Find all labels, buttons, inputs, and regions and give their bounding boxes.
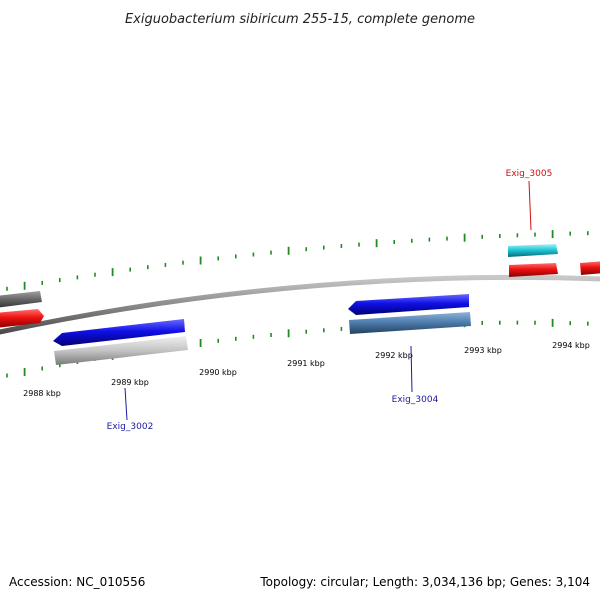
accession-label: Accession: NC_010556 xyxy=(9,575,145,589)
gene-label-exig-3004[interactable]: Exig_3004 xyxy=(392,345,439,405)
cds-darkgray-left xyxy=(0,291,42,308)
genome-backbone xyxy=(0,274,600,335)
genome-summary: Topology: circular; Length: 3,034,136 bp… xyxy=(259,575,590,589)
gene-label-exig-3005[interactable]: Exig_3005 xyxy=(506,169,553,231)
tick-label-2992: 2992 kbp xyxy=(375,351,413,360)
cds-cyan-exig-3005[interactable] xyxy=(508,244,558,257)
gene-label-text-exig-3002[interactable]: Exig_3002 xyxy=(107,422,154,432)
cds-red-right xyxy=(509,263,558,277)
cds-blue-mid[interactable] xyxy=(348,294,469,315)
gene-label-text-exig-3005[interactable]: Exig_3005 xyxy=(506,169,553,179)
cds-gray-3002-partner xyxy=(54,336,188,365)
gene-label-exig-3002[interactable]: Exig_3002 xyxy=(107,387,154,432)
tick-label-2991: 2991 kbp xyxy=(287,359,325,368)
cds-red-left xyxy=(0,309,44,328)
cds-steel-exig-3004[interactable] xyxy=(349,312,471,334)
cds-blue-exig-3002[interactable] xyxy=(53,319,185,346)
leader-line-exig-3005 xyxy=(528,180,532,231)
map-title: Exiguobacterium sibiricum 255-15, comple… xyxy=(125,12,475,27)
tick-label-2988: 2988 kbp xyxy=(23,389,61,398)
outer-tick-row xyxy=(6,230,589,291)
tick-label-2994: 2994 kbp xyxy=(552,341,590,350)
leader-line-exig-3004 xyxy=(410,345,413,393)
cds-red-edge xyxy=(580,261,600,275)
tick-label-2990: 2990 kbp xyxy=(199,368,237,377)
tick-labels: 2988 kbp 2989 kbp 2990 kbp 2991 kbp 2992… xyxy=(23,341,590,398)
tick-label-2993: 2993 kbp xyxy=(464,346,502,355)
gene-label-text-exig-3004[interactable]: Exig_3004 xyxy=(392,395,439,405)
leader-line-exig-3002 xyxy=(124,387,128,421)
tick-label-2989: 2989 kbp xyxy=(111,378,149,387)
